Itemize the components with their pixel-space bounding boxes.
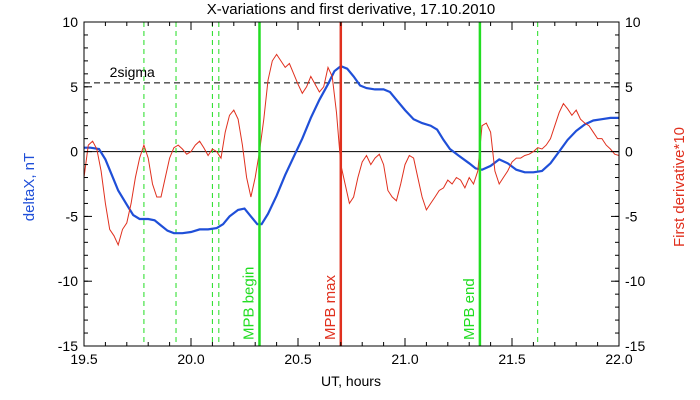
- x-tick-label: 22.0: [605, 351, 632, 367]
- series-line-derivative: [83, 53, 620, 247]
- x-tick-label: 21.5: [498, 351, 525, 367]
- x-tick-label: 19.5: [70, 351, 97, 367]
- y-tick-label-right: -15: [625, 338, 645, 354]
- y-axis-label-right: First derivative*10: [671, 127, 688, 247]
- sigma-label: 2sigma: [110, 64, 155, 80]
- y-tick-label-left: 0: [70, 144, 78, 160]
- y-tick-label-left: 10: [62, 14, 78, 30]
- marker-label: MPB max: [322, 274, 339, 340]
- y-tick-label-left: 5: [70, 79, 78, 95]
- plot-frame: [83, 21, 620, 347]
- axis-labels: 19.5 20.0 20.5 21.0 21.5 22.0 10 10 5 5 0 0 -5 -5 -10 -…: [58, 14, 646, 367]
- chart-title: X-variations and first derivative, 17.10…: [207, 1, 496, 18]
- plot-area: 2sigma MPB begin MPB max MPB end: [83, 22, 620, 346]
- y-axis-label-left: deltaX, nT: [21, 153, 38, 221]
- series-line-deltaX: [84, 64, 619, 235]
- y-tick-label-left: -15: [58, 338, 78, 354]
- y-tick-label-left: -5: [66, 208, 79, 224]
- y-tick-label-right: -5: [625, 208, 638, 224]
- y-tick-label-right: 5: [625, 79, 633, 95]
- marker-label: MPB end: [461, 278, 478, 340]
- y-tick-label-right: 0: [625, 144, 633, 160]
- x-tick-label: 20.0: [177, 351, 204, 367]
- marker-label: MPB begin: [240, 267, 257, 340]
- y-tick-label-left: -10: [58, 273, 78, 289]
- y-tick-label-right: -10: [625, 273, 645, 289]
- x-axis-label: UT, hours: [321, 373, 381, 389]
- axis-ticks: [83, 21, 620, 347]
- x-tick-label: 20.5: [284, 351, 311, 367]
- y-tick-label-right: 10: [625, 14, 641, 30]
- x-tick-label: 21.0: [391, 351, 418, 367]
